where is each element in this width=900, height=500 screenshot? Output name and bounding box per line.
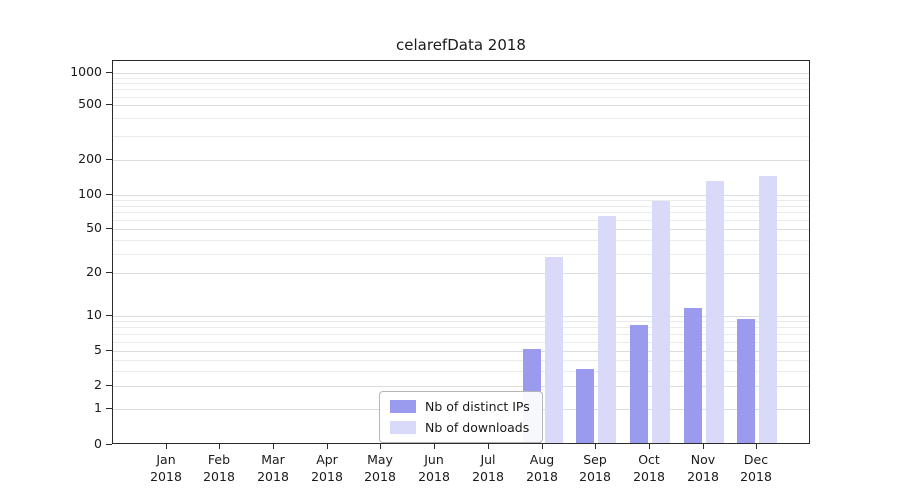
y-tick-mark bbox=[106, 104, 112, 105]
major-gridline bbox=[113, 195, 809, 196]
major-gridline bbox=[113, 229, 809, 230]
x-tick-label: Dec 2018 bbox=[740, 452, 772, 484]
y-tick-mark bbox=[106, 350, 112, 351]
y-tick-label: 0 bbox=[94, 436, 102, 451]
x-tick-mark bbox=[649, 444, 650, 449]
minor-gridline bbox=[113, 254, 809, 255]
plot-area: Nb of distinct IPs Nb of downloads bbox=[112, 60, 810, 444]
x-tick-label: Oct 2018 bbox=[633, 452, 665, 484]
y-tick-mark bbox=[106, 72, 112, 73]
minor-gridline bbox=[113, 136, 809, 137]
y-tick-label: 20 bbox=[86, 264, 102, 279]
y-tick-mark bbox=[106, 408, 112, 409]
minor-gridline bbox=[113, 206, 809, 207]
chart-title: celarefData 2018 bbox=[396, 36, 526, 54]
y-tick-label: 50 bbox=[86, 220, 102, 235]
y-tick-mark bbox=[106, 272, 112, 273]
minor-gridline bbox=[113, 342, 809, 343]
x-tick-mark bbox=[273, 444, 274, 449]
minor-gridline bbox=[113, 334, 809, 335]
x-tick-label: Mar 2018 bbox=[257, 452, 289, 484]
bar-downloads-aug bbox=[545, 257, 563, 443]
y-tick-mark bbox=[106, 385, 112, 386]
legend-item: Nb of distinct IPs bbox=[390, 399, 530, 414]
y-tick-label: 1 bbox=[94, 400, 102, 415]
x-tick-label: Jun 2018 bbox=[418, 452, 450, 484]
y-tick-label: 10 bbox=[86, 307, 102, 322]
x-tick-mark bbox=[219, 444, 220, 449]
legend-swatch bbox=[390, 400, 416, 413]
legend-label: Nb of downloads bbox=[425, 420, 530, 435]
minor-gridline bbox=[113, 327, 809, 328]
minor-gridline bbox=[113, 89, 809, 90]
x-tick-label: Aug 2018 bbox=[526, 452, 558, 484]
y-tick-mark bbox=[106, 444, 112, 445]
major-gridline bbox=[113, 105, 809, 106]
x-tick-mark bbox=[542, 444, 543, 449]
minor-gridline bbox=[113, 371, 809, 372]
bar-distinct-ips-dec bbox=[737, 319, 755, 443]
y-tick-label: 2 bbox=[94, 377, 102, 392]
minor-gridline bbox=[113, 83, 809, 84]
x-tick-mark bbox=[756, 444, 757, 449]
bar-distinct-ips-sep bbox=[576, 369, 594, 443]
minor-gridline bbox=[113, 200, 809, 201]
minor-gridline bbox=[113, 240, 809, 241]
bar-downloads-oct bbox=[652, 201, 670, 443]
minor-gridline bbox=[113, 220, 809, 221]
y-tick-label: 200 bbox=[78, 151, 102, 166]
x-tick-label: Feb 2018 bbox=[203, 452, 235, 484]
y-tick-mark bbox=[106, 159, 112, 160]
y-tick-label: 5 bbox=[94, 342, 102, 357]
legend: Nb of distinct IPs Nb of downloads bbox=[379, 391, 543, 443]
x-tick-label: Jan 2018 bbox=[150, 452, 182, 484]
x-tick-mark bbox=[380, 444, 381, 449]
y-tick-mark bbox=[106, 194, 112, 195]
x-tick-mark bbox=[166, 444, 167, 449]
major-gridline bbox=[113, 386, 809, 387]
legend-item: Nb of downloads bbox=[390, 420, 530, 435]
y-tick-label: 500 bbox=[78, 96, 102, 111]
bar-distinct-ips-nov bbox=[684, 308, 702, 443]
major-gridline bbox=[113, 273, 809, 274]
y-tick-label: 1000 bbox=[70, 64, 102, 79]
legend-swatch bbox=[390, 421, 416, 434]
bar-downloads-sep bbox=[598, 216, 616, 443]
x-tick-label: Jul 2018 bbox=[472, 452, 504, 484]
major-gridline bbox=[113, 351, 809, 352]
x-tick-mark bbox=[703, 444, 704, 449]
minor-gridline bbox=[113, 321, 809, 322]
major-gridline bbox=[113, 73, 809, 74]
bar-distinct-ips-oct bbox=[630, 325, 648, 443]
major-gridline bbox=[113, 160, 809, 161]
x-tick-mark bbox=[434, 444, 435, 449]
minor-gridline bbox=[113, 118, 809, 119]
bar-downloads-nov bbox=[706, 181, 724, 443]
x-tick-label: Sep 2018 bbox=[579, 452, 611, 484]
minor-gridline bbox=[113, 78, 809, 79]
x-tick-label: Apr 2018 bbox=[311, 452, 343, 484]
minor-gridline bbox=[113, 212, 809, 213]
y-tick-mark bbox=[106, 228, 112, 229]
x-tick-mark bbox=[488, 444, 489, 449]
legend-label: Nb of distinct IPs bbox=[425, 399, 530, 414]
x-tick-label: May 2018 bbox=[364, 452, 396, 484]
y-tick-mark bbox=[106, 315, 112, 316]
x-tick-mark bbox=[327, 444, 328, 449]
x-tick-label: Nov 2018 bbox=[687, 452, 719, 484]
y-tick-label: 100 bbox=[78, 186, 102, 201]
bar-downloads-dec bbox=[759, 176, 777, 443]
minor-gridline bbox=[113, 97, 809, 98]
major-gridline bbox=[113, 316, 809, 317]
minor-gridline bbox=[113, 360, 809, 361]
x-tick-mark bbox=[595, 444, 596, 449]
